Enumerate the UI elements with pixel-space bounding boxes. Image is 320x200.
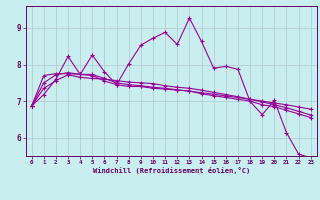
X-axis label: Windchill (Refroidissement éolien,°C): Windchill (Refroidissement éolien,°C) bbox=[92, 167, 250, 174]
